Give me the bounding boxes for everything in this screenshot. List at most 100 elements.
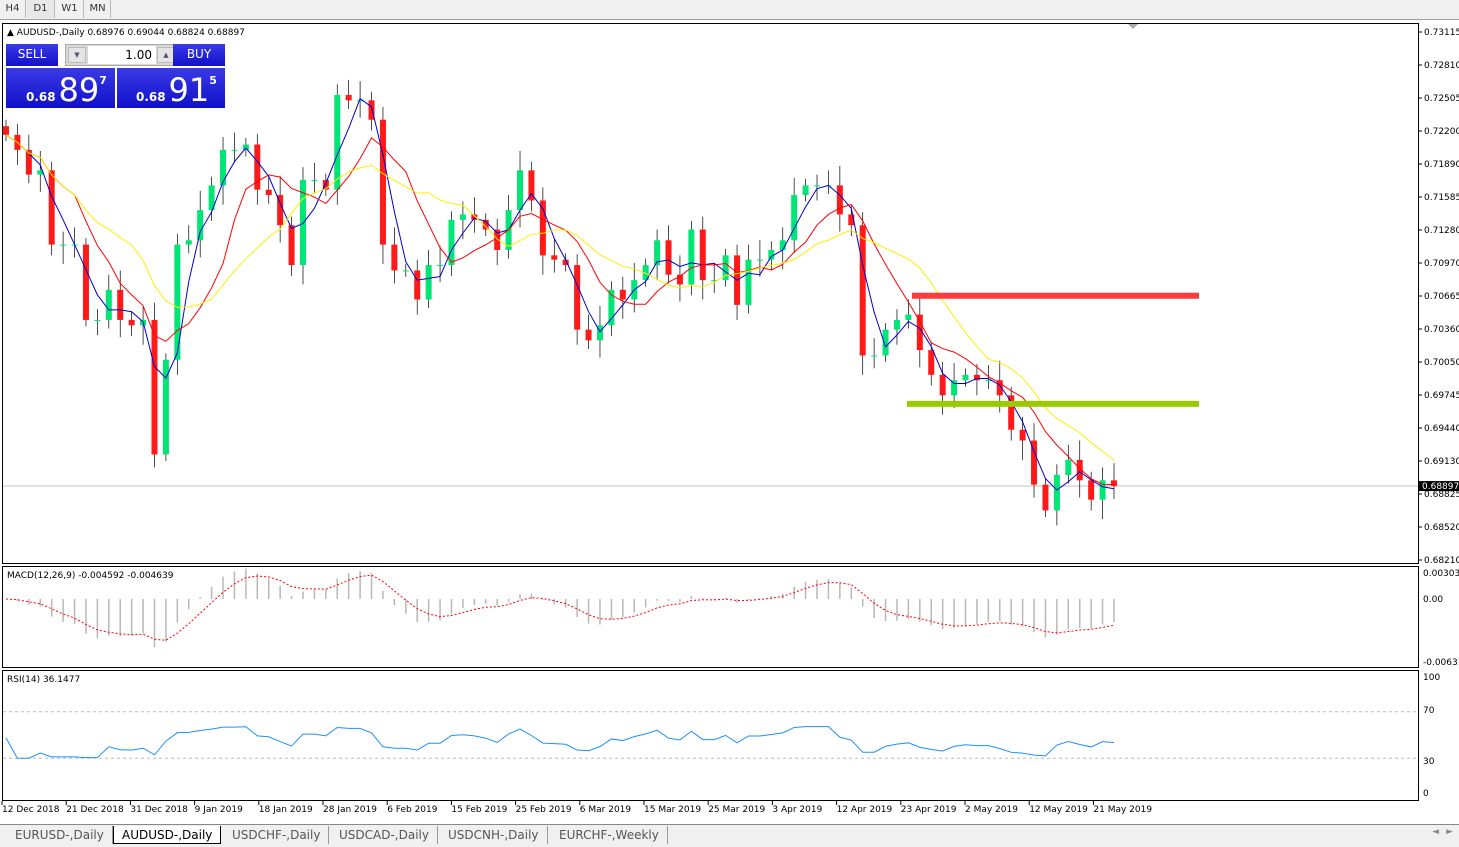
tab-eurusd[interactable]: EURUSD-,Daily — [7, 826, 113, 844]
chart-header: ▲ AUDUSD-,Daily 0.68976 0.69044 0.68824 … — [7, 28, 245, 38]
bear-candle — [676, 274, 683, 285]
bull-candle — [334, 94, 341, 190]
sell-button[interactable]: SELL — [6, 44, 58, 66]
timeframe-d1[interactable]: D1 — [27, 0, 55, 18]
date-label: 15 Feb 2019 — [451, 805, 507, 815]
bull-candle — [299, 180, 306, 266]
macd-label: MACD(12,26,9) -0.004592 -0.004639 — [7, 571, 174, 581]
bear-candle — [494, 229, 501, 250]
timeframe-w1[interactable]: W1 — [56, 0, 84, 18]
bear-candle — [973, 374, 980, 381]
shift-marker-icon[interactable] — [1128, 24, 1138, 29]
bull-candle — [688, 229, 695, 285]
buy-price-prefix: 0.68 — [136, 90, 166, 104]
tab-usdcad[interactable]: USDCAD-,Daily — [331, 826, 438, 844]
date-label: 21 May 2019 — [1093, 805, 1152, 815]
sell-price-pip: 7 — [99, 74, 107, 87]
buy-price-button[interactable]: 0.68 915 — [117, 68, 225, 108]
price-label: 0.69130 — [1424, 457, 1459, 467]
price-label: 0.71280 — [1424, 226, 1459, 236]
rsi-pane-border — [2, 670, 1419, 801]
date-label: 12 Apr 2019 — [837, 805, 893, 815]
bull-candle — [814, 185, 821, 187]
scroll-left-icon[interactable]: ◄ — [1432, 827, 1439, 837]
rsi-label: RSI(14) 36.1477 — [7, 675, 80, 685]
buy-button[interactable]: BUY — [173, 44, 225, 66]
tab-usdchf[interactable]: USDCHF-,Daily — [224, 826, 330, 844]
lot-decrease-icon[interactable]: ▼ — [68, 47, 86, 63]
date-label: 23 Apr 2019 — [901, 805, 957, 815]
bull-candle — [311, 180, 318, 182]
bear-candle — [836, 185, 843, 215]
bear-candle — [699, 229, 706, 281]
bear-candle — [482, 219, 489, 230]
date-label: 3 Apr 2019 — [772, 805, 822, 815]
lot-size-stepper[interactable]: ▼ 1.00 ▲ — [65, 44, 177, 66]
date-label: 9 Jan 2019 — [195, 805, 243, 815]
tab-audusd[interactable]: AUDUSD-,Daily — [113, 826, 222, 844]
sell-price-button[interactable]: 0.68 897 — [6, 68, 115, 108]
date-label: 31 Dec 2018 — [130, 805, 188, 815]
timeframe-h4[interactable]: H4 — [0, 0, 26, 18]
bull-candle — [642, 265, 649, 281]
bear-candle — [3, 126, 9, 135]
bear-candle — [48, 170, 55, 245]
chart-window[interactable]: 0.73115 0.72810 0.72505 0.72200 0.71890 0.715… — [0, 20, 1459, 827]
bear-candle — [414, 270, 421, 300]
current-price-label: 0.68897 — [1422, 482, 1459, 492]
bull-candle — [745, 259, 752, 305]
bull-candle — [94, 319, 101, 321]
bull-candle — [722, 255, 729, 281]
ma-fast-line — [5, 97, 1115, 491]
date-label: 6 Feb 2019 — [387, 805, 438, 815]
macd-zero-label: 0.00 — [1423, 595, 1443, 605]
rsi-level-100: 100 — [1423, 673, 1440, 683]
tab-usdcnh[interactable]: USDCNH-,Daily — [440, 826, 548, 844]
bull-candle — [791, 195, 798, 241]
bear-candle — [928, 350, 935, 375]
bull-candle — [1053, 474, 1060, 511]
current-price-tag — [1419, 481, 1459, 492]
bear-candle — [1076, 459, 1083, 481]
bear-candle — [1031, 440, 1038, 485]
timeframe-toolbar: H4 D1 W1 MN — [0, 0, 1459, 20]
macd-signal-line — [5, 574, 1115, 641]
one-click-trading-panel: SELL ▼ 1.00 ▲ BUY 0.68 897 0.68 915 — [6, 44, 225, 108]
bull-candle — [962, 374, 969, 381]
price-label: 0.72810 — [1424, 61, 1459, 71]
bull-candle — [1099, 480, 1106, 500]
bear-candle — [848, 214, 855, 226]
chart-canvas[interactable]: 0.73115 0.72810 0.72505 0.72200 0.71890 0.715… — [0, 20, 1459, 827]
bear-candle — [345, 94, 352, 101]
bear-candle — [471, 214, 478, 220]
bear-candle — [277, 195, 284, 226]
rsi-line — [5, 726, 1115, 759]
lot-size-input[interactable]: 1.00 — [88, 46, 156, 64]
bull-candle — [402, 270, 409, 272]
price-label: 0.70970 — [1424, 259, 1459, 269]
bull-candle — [608, 289, 615, 326]
price-label: 0.69440 — [1424, 424, 1459, 434]
tab-eurchf[interactable]: EURCHF-,Weekly — [551, 826, 668, 844]
bull-candle — [185, 240, 192, 245]
main-pane-border — [2, 23, 1419, 564]
bear-candle — [585, 329, 592, 341]
rsi-level-30: 30 — [1423, 757, 1435, 767]
buy-price-big: 91 — [168, 71, 210, 109]
bear-candle — [562, 259, 569, 266]
scroll-right-icon[interactable]: ► — [1446, 827, 1453, 837]
bear-candle — [1042, 484, 1049, 511]
bear-candle — [254, 144, 261, 190]
bull-candle — [60, 244, 67, 246]
date-label: 2 May 2019 — [965, 805, 1018, 815]
bear-candle — [916, 314, 923, 351]
bull-candle — [208, 185, 215, 211]
bear-candle — [322, 180, 329, 190]
bear-candle — [619, 289, 626, 300]
bear-candle — [288, 225, 295, 266]
bull-candle — [779, 240, 786, 250]
bull-candle — [768, 249, 775, 260]
buy-price-pip: 5 — [209, 74, 217, 87]
timeframe-mn[interactable]: MN — [85, 0, 111, 18]
bear-candle — [82, 244, 89, 320]
